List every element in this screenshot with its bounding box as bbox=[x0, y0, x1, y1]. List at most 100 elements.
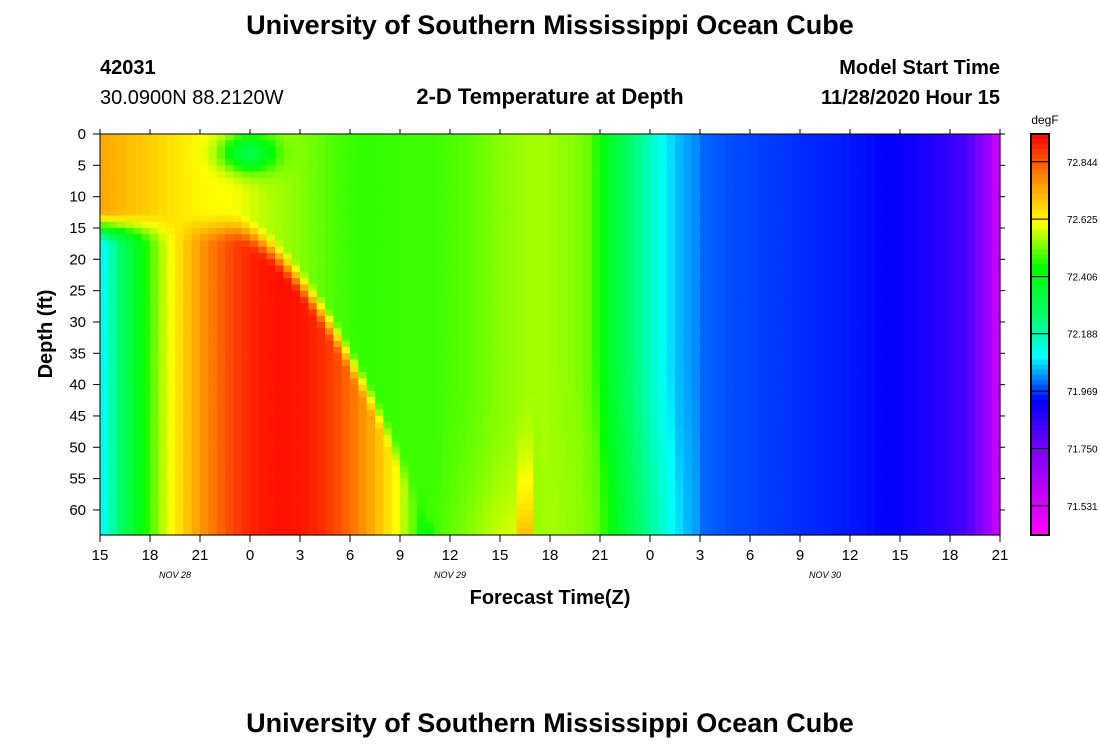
heatmap-cell bbox=[316, 409, 326, 417]
heatmap-cell bbox=[441, 265, 451, 273]
heatmap-cell bbox=[116, 140, 126, 148]
heatmap-cell bbox=[525, 397, 534, 405]
heatmap-cell bbox=[158, 372, 168, 379]
heatmap-cell bbox=[216, 278, 226, 285]
heatmap-cell bbox=[375, 296, 384, 304]
heatmap-cell bbox=[433, 202, 443, 210]
heatmap-cell bbox=[508, 466, 518, 473]
heatmap-cell bbox=[591, 472, 601, 480]
heatmap-cell bbox=[616, 296, 626, 304]
heatmap-cell bbox=[483, 441, 493, 448]
heatmap-cell bbox=[733, 209, 743, 217]
heatmap-cell bbox=[583, 509, 593, 517]
heatmap-cell bbox=[708, 309, 718, 317]
heatmap-cell bbox=[691, 146, 701, 154]
heatmap-cell bbox=[175, 146, 184, 154]
heatmap-cell bbox=[391, 227, 401, 235]
heatmap-cell bbox=[691, 184, 701, 191]
heatmap-cell bbox=[441, 140, 451, 148]
heatmap-cell bbox=[508, 296, 518, 304]
heatmap-cell bbox=[200, 397, 209, 405]
heatmap-cell bbox=[525, 478, 534, 486]
heatmap-cell bbox=[200, 484, 209, 492]
heatmap-cell bbox=[741, 353, 751, 361]
heatmap-cell bbox=[200, 384, 209, 392]
heatmap-cell bbox=[266, 209, 276, 217]
heatmap-cell bbox=[308, 321, 318, 329]
heatmap-cell bbox=[241, 284, 251, 292]
heatmap-cell bbox=[683, 259, 693, 267]
heatmap-cell bbox=[300, 415, 309, 423]
heatmap-cell bbox=[383, 422, 393, 430]
heatmap-cell bbox=[300, 177, 309, 185]
heatmap-cell bbox=[350, 146, 359, 154]
heatmap-cell bbox=[641, 365, 651, 373]
heatmap-cell bbox=[191, 415, 201, 423]
heatmap-cell bbox=[675, 177, 684, 185]
heatmap-cell bbox=[358, 459, 368, 467]
heatmap-cell bbox=[441, 146, 451, 154]
heatmap-cell bbox=[116, 303, 126, 311]
heatmap-cell bbox=[533, 259, 543, 267]
heatmap-cell bbox=[100, 390, 109, 398]
heatmap-cell bbox=[175, 347, 184, 354]
heatmap-cell bbox=[625, 328, 634, 336]
heatmap-cell bbox=[691, 522, 701, 530]
heatmap-cell bbox=[400, 152, 409, 160]
heatmap-cell bbox=[541, 165, 551, 173]
heatmap-cell bbox=[125, 209, 134, 217]
heatmap-cell bbox=[533, 447, 543, 455]
heatmap-cell bbox=[625, 428, 634, 436]
heatmap-cell bbox=[391, 234, 401, 242]
heatmap-cell bbox=[666, 134, 676, 141]
heatmap-cell bbox=[500, 134, 509, 141]
heatmap-cell bbox=[458, 227, 468, 235]
heatmap-cell bbox=[525, 259, 534, 267]
heatmap-cell bbox=[575, 522, 584, 530]
heatmap-cell bbox=[625, 284, 634, 292]
heatmap-cell bbox=[383, 184, 393, 191]
heatmap-cell bbox=[550, 171, 559, 179]
heatmap-cell bbox=[108, 303, 118, 311]
heatmap-cell bbox=[325, 522, 334, 530]
heatmap-cell bbox=[691, 372, 701, 379]
heatmap-cell bbox=[233, 227, 243, 235]
heatmap-cell bbox=[250, 215, 259, 223]
heatmap-cell bbox=[350, 434, 359, 442]
heatmap-cell bbox=[166, 453, 176, 461]
heatmap-cell bbox=[683, 441, 693, 448]
heatmap-cell bbox=[450, 428, 459, 436]
heatmap-cell bbox=[383, 359, 393, 367]
heatmap-cell bbox=[358, 409, 368, 417]
heatmap-cell bbox=[666, 528, 676, 536]
heatmap-cell bbox=[441, 459, 451, 467]
heatmap-cell bbox=[683, 227, 693, 235]
heatmap-cell bbox=[475, 190, 484, 198]
heatmap-cell bbox=[350, 441, 359, 448]
heatmap-cell bbox=[433, 403, 443, 411]
heatmap-cell bbox=[175, 134, 184, 141]
heatmap-cell bbox=[533, 328, 543, 336]
heatmap-cell bbox=[266, 503, 276, 511]
heatmap-cell bbox=[616, 447, 626, 455]
heatmap-cell bbox=[216, 434, 226, 442]
heatmap-cell bbox=[391, 415, 401, 423]
heatmap-cell bbox=[541, 259, 551, 267]
heatmap-cell bbox=[200, 284, 209, 292]
heatmap-cell bbox=[408, 359, 418, 367]
heatmap-cell bbox=[583, 259, 593, 267]
heatmap-cell bbox=[233, 177, 243, 185]
heatmap-cell bbox=[241, 215, 251, 223]
heatmap-cell bbox=[708, 441, 718, 448]
heatmap-cell bbox=[116, 146, 126, 154]
heatmap-cell bbox=[525, 227, 534, 235]
heatmap-cell bbox=[283, 522, 293, 530]
heatmap-cell bbox=[141, 466, 151, 473]
heatmap-cell bbox=[350, 265, 359, 273]
heatmap-cell bbox=[341, 134, 351, 141]
heatmap-cell bbox=[183, 240, 193, 248]
heatmap-cell bbox=[575, 328, 584, 336]
heatmap-cell bbox=[700, 434, 709, 442]
heatmap-cell bbox=[100, 497, 109, 505]
heatmap-cell bbox=[291, 453, 301, 461]
